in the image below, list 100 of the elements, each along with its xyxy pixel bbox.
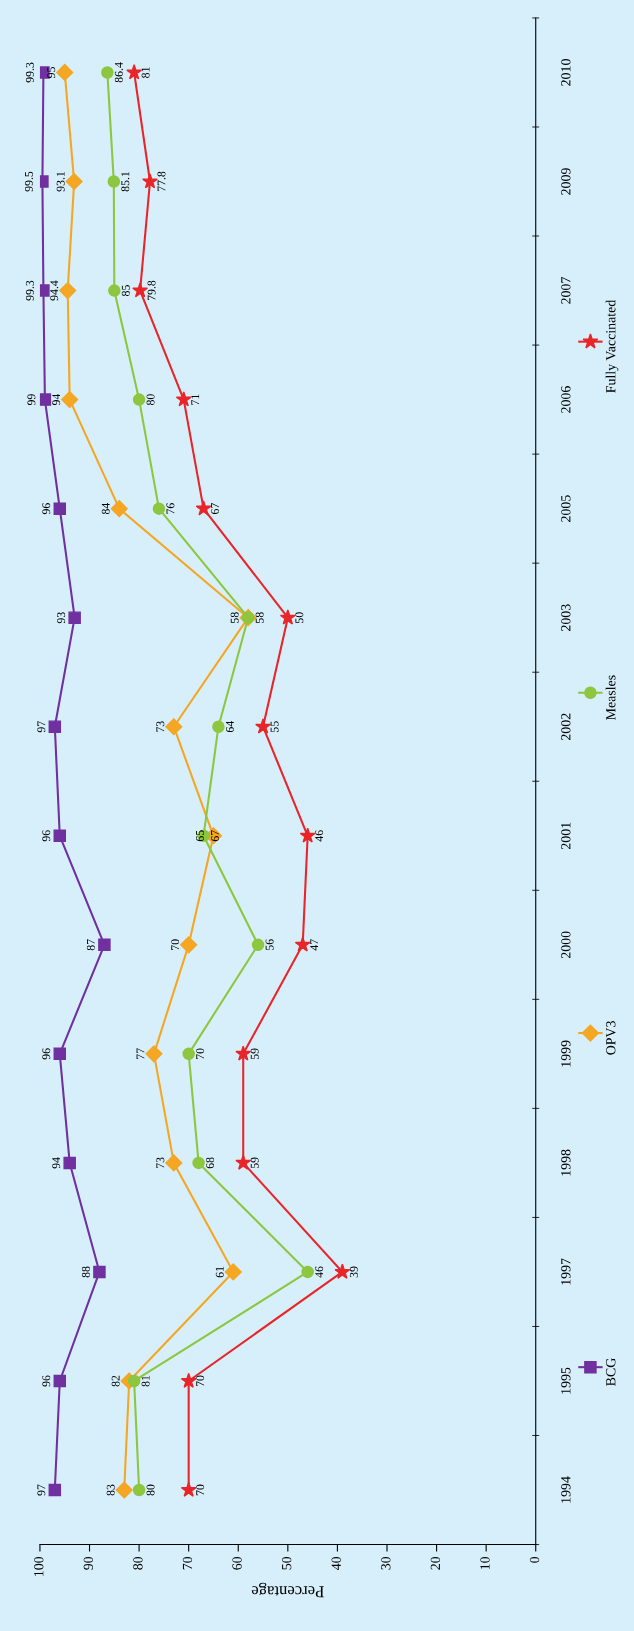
point (192, 1156, 205, 1170)
point (68, 611, 81, 624)
data-label: 94.4 (50, 280, 59, 301)
data-label: 80 (146, 1484, 155, 1496)
y-tick-label: 1998 (561, 1149, 571, 1176)
point (53, 1047, 67, 1061)
data-label: 79.8 (147, 280, 156, 301)
point (334, 1263, 351, 1279)
point (39, 393, 52, 406)
point (132, 1483, 146, 1497)
data-label: 81 (141, 67, 150, 78)
point (56, 63, 74, 82)
data-label: 73 (156, 721, 165, 732)
data-label: 99 (27, 394, 36, 406)
point (180, 1372, 197, 1388)
point (235, 1154, 252, 1170)
data-label: 73 (156, 1157, 165, 1169)
x-tick-label: 40 (331, 1556, 341, 1570)
data-label: 59 (250, 1157, 259, 1169)
point (59, 281, 77, 300)
y-tick-label: 2009 (561, 168, 571, 195)
data-label: 71 (191, 394, 200, 405)
point (53, 1374, 67, 1388)
point (165, 1154, 183, 1172)
point (212, 720, 225, 733)
x-tick-label: 0 (529, 1556, 540, 1563)
point (53, 829, 67, 843)
point (279, 609, 296, 625)
point (127, 1374, 141, 1388)
point (255, 718, 272, 734)
data-label: 64 (225, 721, 234, 733)
point (65, 172, 83, 191)
point (61, 391, 79, 409)
data-label: 58 (230, 612, 239, 623)
data-label: 96 (42, 1048, 51, 1060)
point (53, 502, 67, 515)
point (39, 175, 49, 188)
data-label: 65 (195, 830, 204, 842)
point (48, 720, 62, 733)
data-label: 94 (52, 393, 61, 406)
data-label: 85 (121, 285, 130, 296)
data-label: 85.1 (121, 171, 130, 192)
x-tick-label: 30 (381, 1556, 391, 1570)
point (142, 173, 158, 189)
point (235, 1045, 252, 1061)
data-label: 88 (81, 1266, 90, 1278)
data-label: 46 (315, 830, 324, 842)
data-label: 80 (146, 394, 155, 406)
point (126, 64, 143, 80)
data-label: 81 (141, 1375, 150, 1387)
data-label: 68 (206, 1157, 215, 1169)
data-label: 86.4 (114, 62, 123, 83)
point (145, 1045, 163, 1063)
legend-label: Measles (605, 675, 616, 720)
point (180, 1481, 197, 1497)
point (108, 284, 121, 297)
point (175, 391, 192, 407)
data-label: 77.8 (157, 171, 166, 192)
data-label: 94 (52, 1157, 61, 1169)
data-label: 96 (42, 1375, 51, 1387)
data-label: 67 (211, 503, 220, 515)
y-tick-label: 2001 (561, 822, 571, 850)
data-label: 58 (255, 612, 264, 623)
data-label: 67 (211, 830, 220, 842)
data-label: 59 (250, 1048, 259, 1060)
point (299, 827, 316, 843)
point (294, 936, 311, 952)
point (301, 1265, 314, 1279)
data-label: 76 (166, 503, 175, 514)
point (182, 1047, 195, 1061)
data-label: 84 (101, 502, 110, 515)
point (39, 284, 50, 297)
point (195, 500, 212, 516)
legend-label: Fully Vaccinated (605, 299, 619, 393)
data-label: 97 (37, 1484, 46, 1496)
data-label: 47 (310, 939, 319, 951)
data-label: 87 (86, 939, 95, 951)
data-label: 77 (136, 1048, 145, 1059)
data-label: 99.3 (25, 280, 34, 301)
point (115, 1481, 133, 1499)
point (132, 393, 146, 406)
point (165, 718, 183, 736)
point (110, 500, 128, 518)
data-label: 96 (42, 830, 51, 842)
data-label: 97 (37, 721, 46, 733)
point (63, 1156, 76, 1170)
data-label: 93.1 (56, 171, 65, 192)
data-label: 82 (111, 1375, 120, 1387)
data-label: 55 (270, 721, 279, 732)
x-tick-label: 70 (182, 1556, 193, 1570)
point (48, 1483, 62, 1497)
point (180, 936, 198, 954)
data-label: 99.5 (24, 171, 33, 192)
y-tick-label: 2010 (561, 59, 571, 86)
point (224, 1263, 242, 1281)
point (98, 938, 111, 952)
point (251, 938, 265, 952)
data-label: 46 (315, 1266, 324, 1278)
y-tick-label: 1995 (561, 1367, 571, 1394)
y-tick-label: 2003 (561, 604, 571, 631)
